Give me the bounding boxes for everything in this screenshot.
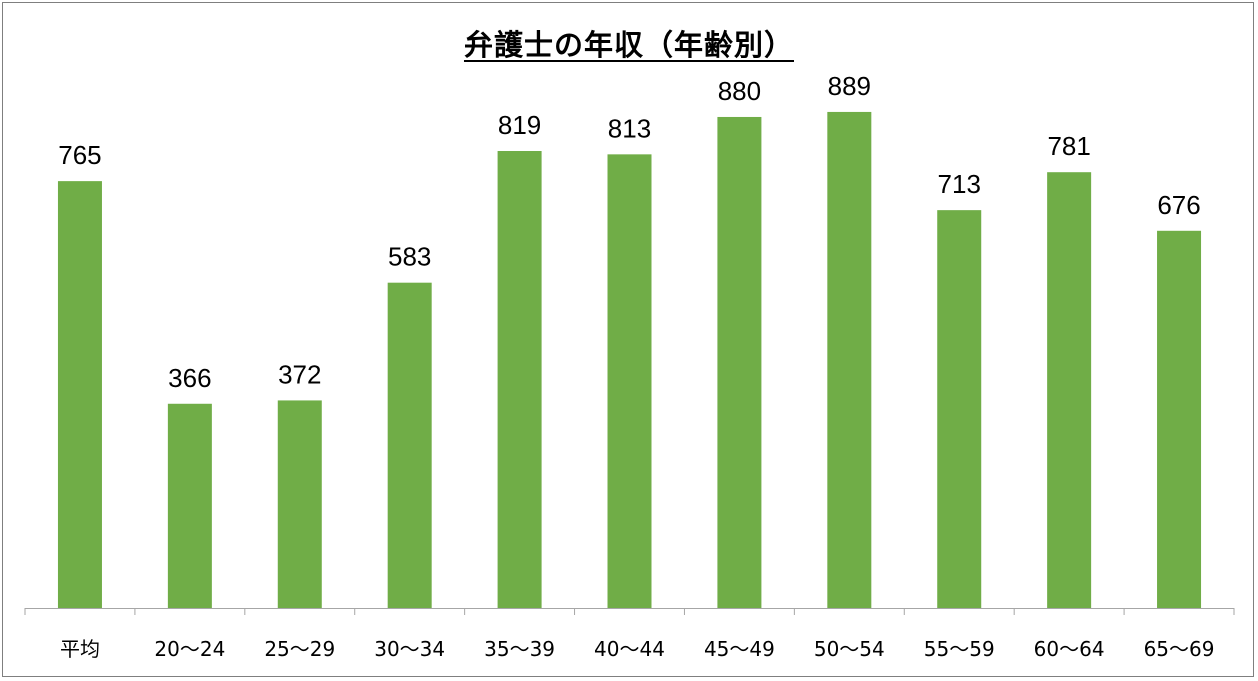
data-label-10: 676: [1157, 190, 1200, 220]
category-label-10: 65〜69: [1144, 637, 1215, 661]
chart-title: 弁護士の年収（年齢別）: [0, 22, 1258, 64]
data-label-4: 819: [498, 110, 541, 140]
bar-4: [497, 150, 542, 609]
bar-3: [387, 282, 432, 608]
bar-0: [57, 181, 102, 608]
category-label-8: 55〜59: [924, 637, 995, 661]
bar-1: [167, 403, 212, 608]
data-label-8: 713: [938, 169, 981, 199]
category-label-7: 50〜54: [814, 637, 885, 661]
bar-6: [717, 116, 762, 609]
x-axis: [24, 608, 1235, 615]
category-label-5: 40〜44: [594, 637, 665, 661]
data-label-7: 889: [828, 71, 871, 101]
category-label-4: 35〜39: [484, 637, 555, 661]
category-label-1: 20〜24: [154, 637, 225, 661]
category-label-0: 平均: [60, 637, 100, 661]
category-label-2: 25〜29: [264, 637, 335, 661]
data-label-2: 372: [278, 359, 321, 389]
category-label-9: 60〜64: [1034, 637, 1105, 661]
category-labels-layer: 平均 20〜24 25〜29 30〜34 35〜39 40〜44 45〜49 50〜54 55〜…: [60, 637, 1215, 661]
data-labels-layer: 765 366 372 583 819 813 880 889 713 781 676: [58, 71, 1200, 393]
bar-9: [1047, 172, 1092, 608]
bar-8: [937, 210, 982, 608]
data-label-0: 765: [58, 140, 101, 170]
bar-10: [1157, 230, 1202, 609]
data-label-9: 781: [1047, 131, 1090, 161]
data-label-1: 366: [168, 363, 211, 393]
data-label-5: 813: [608, 113, 651, 143]
category-label-3: 30〜34: [374, 637, 445, 661]
data-label-6: 880: [718, 76, 761, 106]
bar-5: [607, 154, 652, 608]
bars-layer: [57, 111, 1202, 609]
data-label-3: 583: [388, 242, 431, 272]
chart-title-text: 弁護士の年収（年齢別）: [463, 28, 794, 62]
bar-7: [827, 111, 872, 609]
bar-2: [277, 400, 322, 608]
category-label-6: 45〜49: [704, 637, 775, 661]
